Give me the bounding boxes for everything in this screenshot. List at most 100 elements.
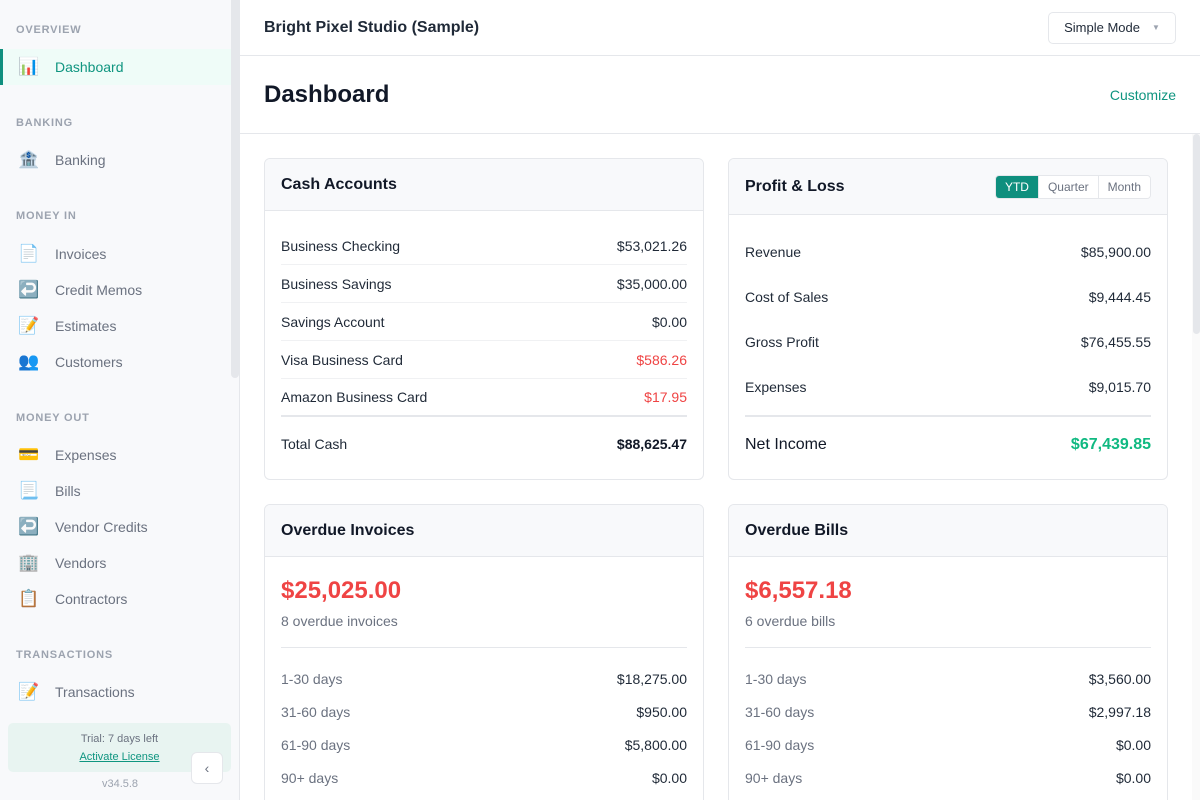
pl-row: Revenue $85,900.00 [745, 229, 1151, 274]
account-name: Amazon Business Card [281, 389, 428, 405]
total-cash-amount: $88,625.47 [616, 436, 687, 452]
aging-amount: $5,800.00 [624, 736, 687, 753]
trial-banner: Trial: 7 days left Activate License [8, 723, 231, 772]
section-label-banking: BANKING [16, 117, 73, 129]
net-income-row: Net Income $67,439.85 [745, 417, 1151, 473]
card-header: Overdue Bills [729, 505, 1167, 557]
main-scrollbar[interactable] [1192, 134, 1200, 800]
sidebar-item-dashboard[interactable]: 📊 Dashboard [0, 49, 231, 85]
sidebar-item-label: Invoices [55, 246, 107, 262]
sidebar-item-vendor-credits[interactable]: ↩️ Vendor Credits [0, 509, 231, 545]
sidebar-item-vendors[interactable]: 🏢 Vendors [0, 545, 231, 581]
cash-accounts-card: Cash Accounts Business Checking $53,021.… [264, 158, 704, 480]
period-ytd-button[interactable]: YTD [995, 175, 1038, 198]
sidebar-item-banking[interactable]: 🏦 Banking [0, 142, 231, 178]
card-title: Profit & Loss [745, 177, 845, 195]
sidebar-item-label: Vendor Credits [55, 519, 148, 535]
divider [745, 415, 1151, 417]
sidebar-item-estimates[interactable]: 📝 Estimates [0, 308, 231, 344]
mode-select-value: Simple Mode [1064, 20, 1140, 35]
credit-card-icon: 💳 [18, 445, 40, 464]
period-month-button[interactable]: Month [1097, 175, 1150, 198]
sidebar-item-label: Vendors [55, 555, 107, 571]
net-income-amount: $67,439.85 [1070, 436, 1151, 453]
net-income-label: Net Income [745, 436, 827, 453]
aging-label: 1-30 days [281, 670, 343, 687]
account-row[interactable]: Savings Account $0.00 [281, 303, 687, 341]
page-title: Dashboard [264, 80, 390, 108]
aging-row: 31-60 days $950.00 [281, 695, 687, 728]
pl-amount: $9,444.45 [1088, 288, 1151, 305]
aging-label: 1-30 days [745, 670, 807, 687]
sidebar-item-label: Banking [55, 152, 106, 168]
pl-amount: $76,455.55 [1080, 333, 1151, 350]
scrollbar-thumb[interactable] [1193, 134, 1200, 334]
sidebar-item-transactions[interactable]: 📝 Transactions [0, 674, 231, 710]
pl-label: Revenue [745, 243, 802, 260]
account-balance: $586.26 [636, 351, 687, 368]
version-label: v34.5.8 [101, 778, 139, 790]
sidebar-item-label: Contractors [55, 591, 128, 607]
account-name: Business Checking [281, 237, 401, 254]
total-cash-label: Total Cash [281, 436, 348, 452]
aging-row: 1-30 days $3,560.00 [745, 662, 1151, 695]
return-arrow-icon: ↩️ [18, 517, 40, 536]
aging-row: 61-90 days $0.00 [745, 728, 1151, 761]
overdue-total: $25,025.00 [281, 577, 402, 604]
sidebar-item-credit-memos[interactable]: ↩️ Credit Memos [0, 272, 231, 308]
sidebar-item-customers[interactable]: 👥 Customers [0, 344, 231, 380]
divider [745, 647, 1151, 648]
sidebar-item-invoices[interactable]: 📄 Invoices [0, 236, 231, 272]
card-header: Overdue Invoices [265, 505, 703, 557]
aging-amount: $0.00 [1115, 736, 1151, 753]
clipboard-icon: 📋 [18, 589, 40, 608]
account-name: Visa Business Card [281, 351, 403, 368]
section-label-transactions: TRANSACTIONS [16, 649, 113, 661]
aging-row: 31-60 days $2,997.18 [745, 695, 1151, 728]
office-building-icon: 🏢 [18, 553, 40, 572]
account-balance: $53,021.26 [616, 237, 687, 254]
sidebar: OVERVIEW 📊 Dashboard BANKING 🏦 Banking M… [0, 0, 240, 800]
aging-label: 61-90 days [281, 736, 351, 753]
account-row[interactable]: Visa Business Card $586.26 [281, 341, 687, 379]
collapse-sidebar-button[interactable]: ‹ [191, 752, 223, 784]
overdue-count: 6 overdue bills [745, 613, 836, 629]
aging-row: 90+ days $0.00 [745, 761, 1151, 794]
sidebar-item-bills[interactable]: 📃 Bills [0, 473, 231, 509]
sidebar-item-label: Transactions [55, 684, 135, 700]
activate-license-link[interactable]: Activate License [79, 751, 160, 763]
people-icon: 👥 [18, 352, 40, 371]
customize-link[interactable]: Customize [1109, 86, 1176, 103]
card-header: Cash Accounts [265, 159, 703, 211]
sidebar-item-label: Expenses [55, 447, 117, 463]
account-row[interactable]: Amazon Business Card $17.95 [281, 379, 687, 417]
sidebar-item-contractors[interactable]: 📋 Contractors [0, 581, 231, 617]
memo-icon: 📝 [18, 316, 40, 335]
company-name: Bright Pixel Studio (Sample) [264, 18, 480, 36]
account-balance: $35,000.00 [616, 275, 687, 292]
account-row[interactable]: Business Checking $53,021.26 [281, 227, 687, 265]
period-quarter-button[interactable]: Quarter [1037, 175, 1098, 198]
account-name: Business Savings [281, 275, 392, 292]
dashboard-content: Cash Accounts Business Checking $53,021.… [240, 134, 1192, 800]
overdue-total: $6,557.18 [745, 577, 852, 604]
sidebar-scrollbar[interactable] [231, 0, 239, 378]
card-title: Cash Accounts [281, 175, 397, 193]
mode-select[interactable]: Simple Mode ▼ [1048, 11, 1176, 44]
profit-loss-card: Profit & Loss YTD Quarter Month Revenue … [728, 158, 1168, 480]
aging-row: 90+ days $0.00 [281, 761, 687, 794]
trial-text: Trial: 7 days left [80, 733, 159, 745]
account-balance: $0.00 [651, 313, 687, 330]
chevron-left-icon: ‹ [204, 760, 210, 776]
pl-row: Gross Profit $76,455.55 [745, 319, 1151, 364]
overdue-count: 8 overdue invoices [281, 613, 398, 629]
aging-amount: $950.00 [636, 703, 687, 720]
account-row[interactable]: Business Savings $35,000.00 [281, 265, 687, 303]
card-header: Profit & Loss YTD Quarter Month [729, 159, 1167, 215]
aging-amount: $2,997.18 [1088, 703, 1151, 720]
aging-row: 1-30 days $18,275.00 [281, 662, 687, 695]
period-toggle: YTD Quarter Month [994, 174, 1151, 199]
sidebar-item-expenses[interactable]: 💳 Expenses [0, 437, 231, 473]
aging-label: 90+ days [281, 769, 339, 786]
